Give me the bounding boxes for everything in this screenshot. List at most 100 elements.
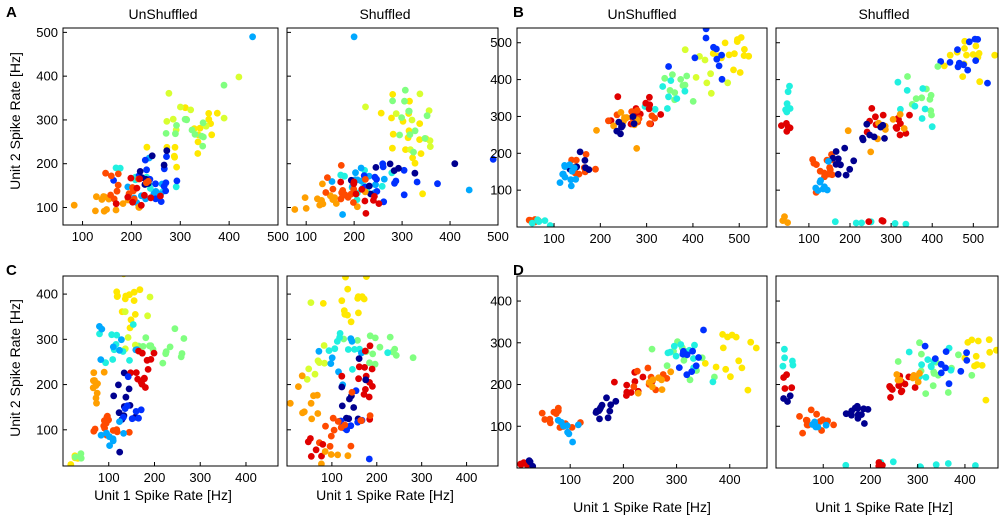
data-point (109, 343, 117, 351)
x-tick-label: 200 (589, 231, 611, 246)
data-point (419, 190, 426, 198)
scatter-plot-b-unshuffled: 100 200 300 400 500 100 200 300 400 500 (490, 27, 768, 246)
data-point (366, 359, 373, 367)
data-points (70, 33, 256, 215)
data-point (135, 414, 142, 422)
data-point (964, 66, 972, 74)
y-axis-label-c: Unit 2 Spike Rate [Hz] (7, 299, 23, 437)
data-point (160, 161, 168, 169)
x-tick-label: 500 (962, 231, 984, 246)
data-point (642, 99, 650, 107)
data-point (670, 342, 678, 350)
data-point (347, 335, 355, 342)
data-point (423, 112, 431, 120)
y-tick-label: 200 (490, 146, 512, 161)
data-point (365, 455, 373, 463)
data-point (781, 385, 789, 392)
data-point (891, 220, 899, 227)
data-point (141, 156, 149, 164)
data-point (144, 312, 152, 320)
x-tick-label: 300 (907, 472, 929, 487)
data-point (342, 276, 349, 281)
data-point (307, 453, 315, 460)
data-point (339, 211, 346, 218)
data-point (813, 161, 820, 169)
data-point (134, 375, 142, 383)
data-point (651, 105, 659, 113)
data-point (679, 82, 687, 89)
data-point (905, 348, 913, 356)
panel-letter-c: C (6, 262, 17, 279)
data-point (617, 130, 624, 138)
data-point (783, 100, 791, 108)
data-point (400, 166, 408, 174)
data-point (102, 169, 109, 177)
data-point (868, 105, 876, 112)
data-point (337, 162, 345, 169)
x-tick-label: 100 (321, 470, 343, 485)
data-points (779, 336, 998, 468)
data-point (633, 107, 641, 114)
data-point (120, 430, 127, 437)
data-point (672, 352, 680, 360)
data-point (707, 89, 715, 97)
data-point (390, 167, 398, 175)
data-point (123, 402, 131, 410)
data-point (337, 178, 345, 186)
x-tick-label: 400 (921, 231, 943, 246)
data-point (872, 113, 879, 121)
data-point (171, 143, 179, 151)
data-point (115, 381, 122, 389)
data-point (100, 368, 108, 376)
data-point (918, 361, 925, 369)
data-point (550, 408, 558, 416)
data-point (985, 336, 993, 344)
y-tick-label: 500 (36, 25, 58, 40)
data-point (713, 45, 720, 53)
data-point (971, 35, 979, 43)
data-point (287, 399, 294, 407)
data-point (146, 293, 154, 301)
data-point (878, 217, 886, 224)
x-tick-label: 100 (295, 229, 317, 244)
data-point (93, 389, 101, 397)
data-point (675, 364, 683, 371)
data-point (631, 378, 639, 385)
data-point (546, 419, 554, 427)
scatter-plot-a-unshuffled: 100 200 300 400 500 100 200 300 400 500 (36, 25, 289, 244)
data-point (663, 375, 671, 382)
data-point (173, 122, 180, 129)
data-point (667, 77, 675, 84)
data-point (740, 52, 748, 59)
data-point (411, 159, 419, 167)
x-tick-label: 400 (235, 470, 257, 485)
data-point (604, 414, 612, 422)
data-point (391, 345, 399, 353)
x-tick-label: 300 (169, 229, 191, 244)
data-point (362, 210, 370, 217)
data-point (639, 373, 647, 381)
data-point (147, 356, 155, 363)
data-point (541, 416, 549, 423)
data-point (194, 138, 202, 146)
data-point (312, 446, 320, 454)
data-point (709, 378, 717, 386)
data-point (744, 386, 752, 394)
data-point (318, 197, 325, 204)
data-point (659, 83, 667, 90)
data-point (361, 364, 368, 371)
data-point (205, 110, 213, 117)
data-point (816, 418, 824, 425)
data-point (679, 350, 687, 358)
data-point (361, 347, 369, 355)
data-point (334, 451, 342, 459)
data-point (129, 198, 137, 206)
data-point (703, 79, 711, 87)
data-point (945, 380, 953, 388)
data-point (380, 175, 388, 183)
data-point (113, 426, 121, 433)
data-point (889, 458, 897, 466)
data-point (351, 346, 358, 353)
data-point (347, 422, 355, 430)
data-point (719, 331, 726, 338)
